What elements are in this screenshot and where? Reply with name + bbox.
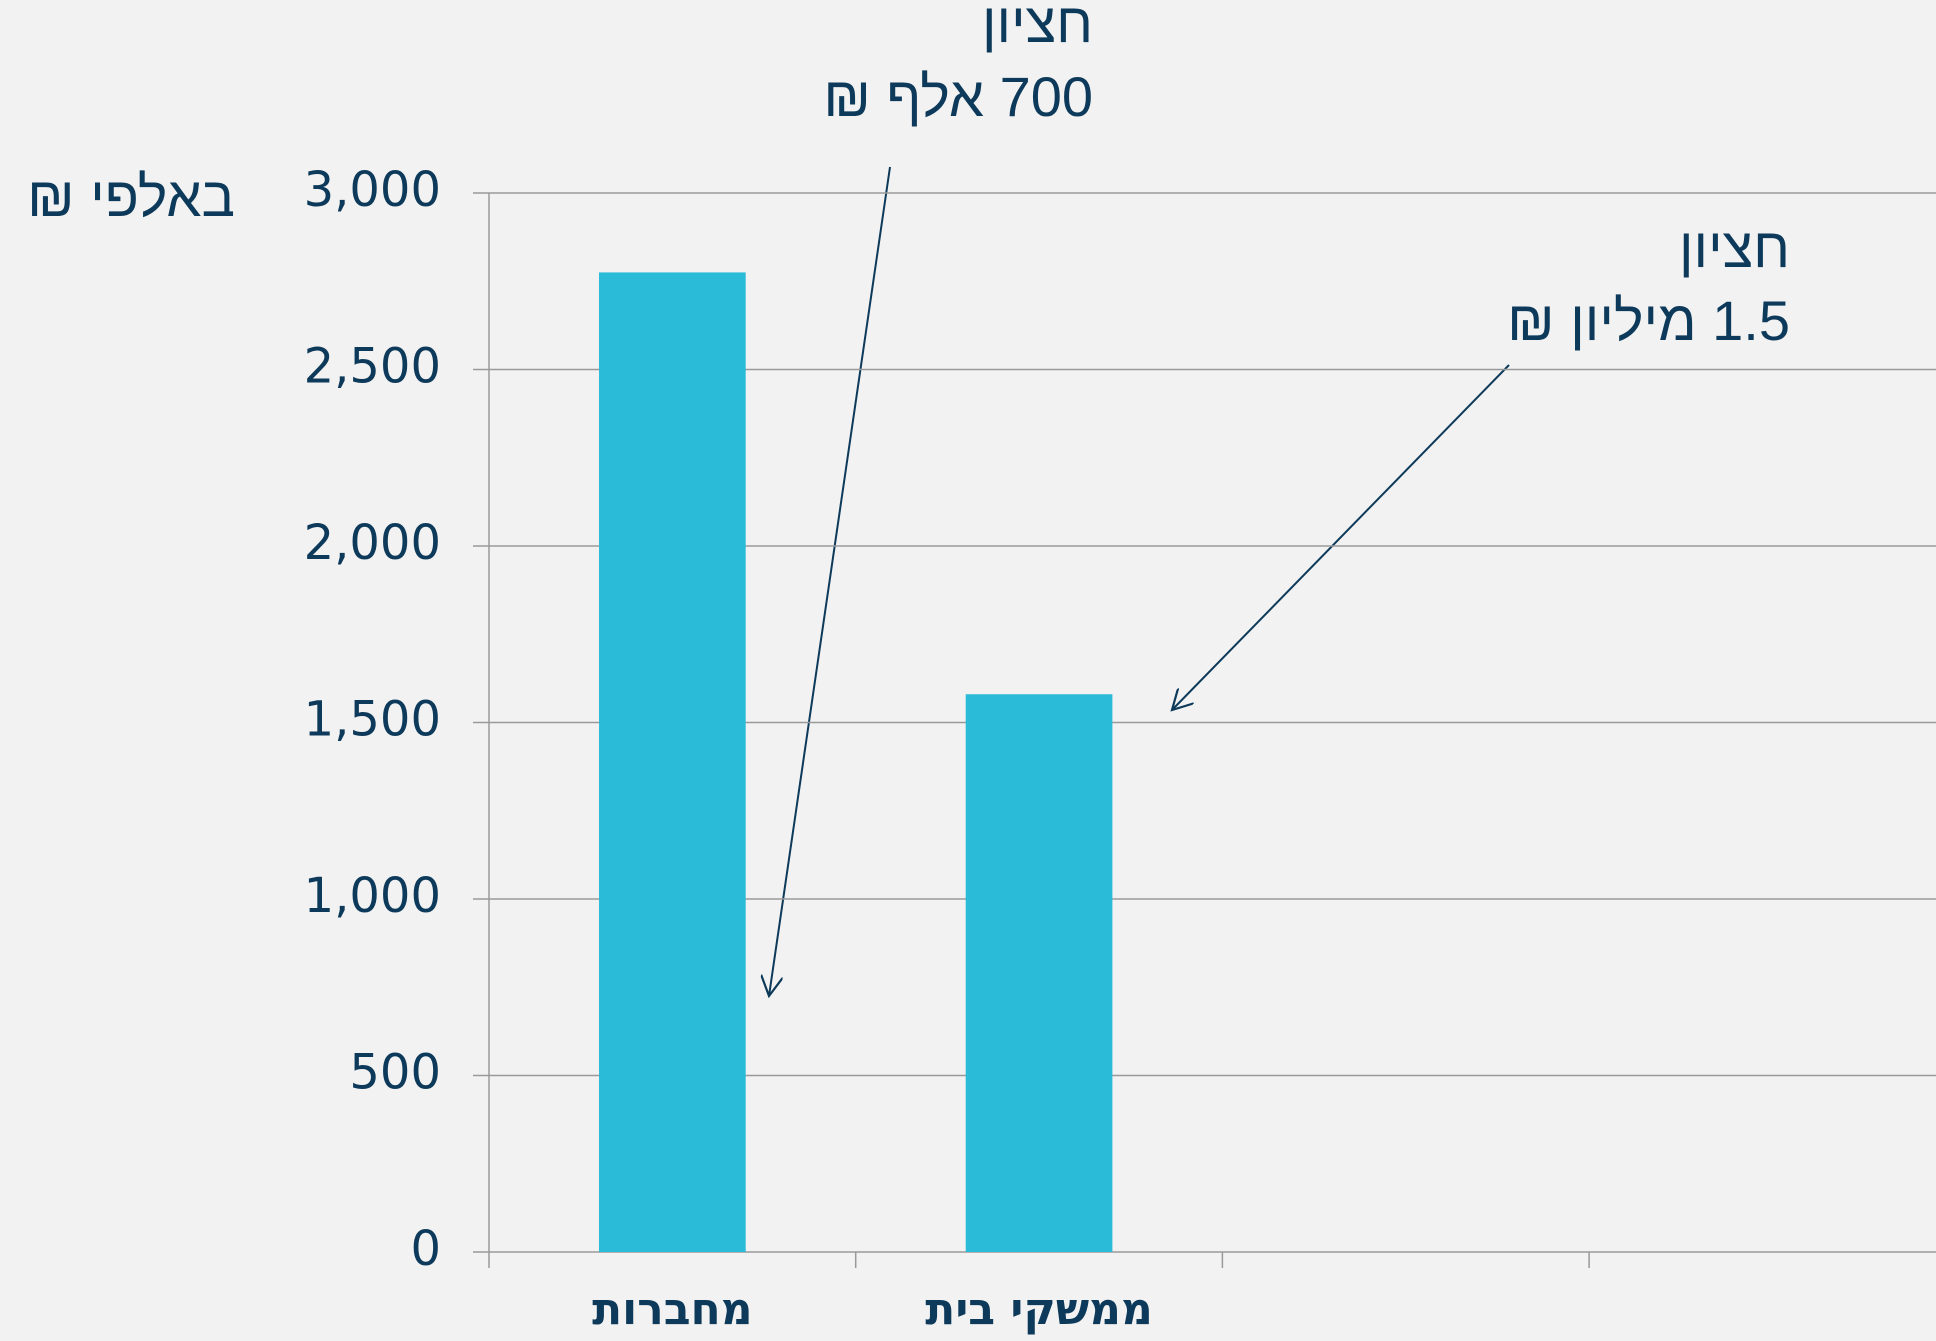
annotation: 700 אלף ₪ <box>823 65 1093 128</box>
y-tick-label: 500 <box>349 1045 441 1101</box>
annotation: 1.5 מיליון ₪ <box>1507 289 1790 352</box>
y-tick-label: 3,000 <box>304 162 441 218</box>
y-tick-label: 2,000 <box>304 515 441 571</box>
y-tick-label: 2,500 <box>304 339 441 395</box>
annotation: חציון <box>1679 216 1790 279</box>
annotation-arrow <box>1172 364 1510 710</box>
y-axis-label: באלפי ₪ <box>27 165 235 228</box>
x-tick-label: ממשקי בית <box>925 1284 1153 1335</box>
y-tick-label: 1,500 <box>304 692 441 748</box>
x-tick-label: מחברות <box>592 1284 753 1335</box>
annotation-arrow <box>769 166 891 996</box>
y-tick-label: 1,000 <box>304 868 441 924</box>
bar <box>599 272 746 1252</box>
annotation: חציון <box>982 0 1093 54</box>
y-tick-label: 0 <box>410 1221 441 1277</box>
bar <box>965 694 1113 1252</box>
